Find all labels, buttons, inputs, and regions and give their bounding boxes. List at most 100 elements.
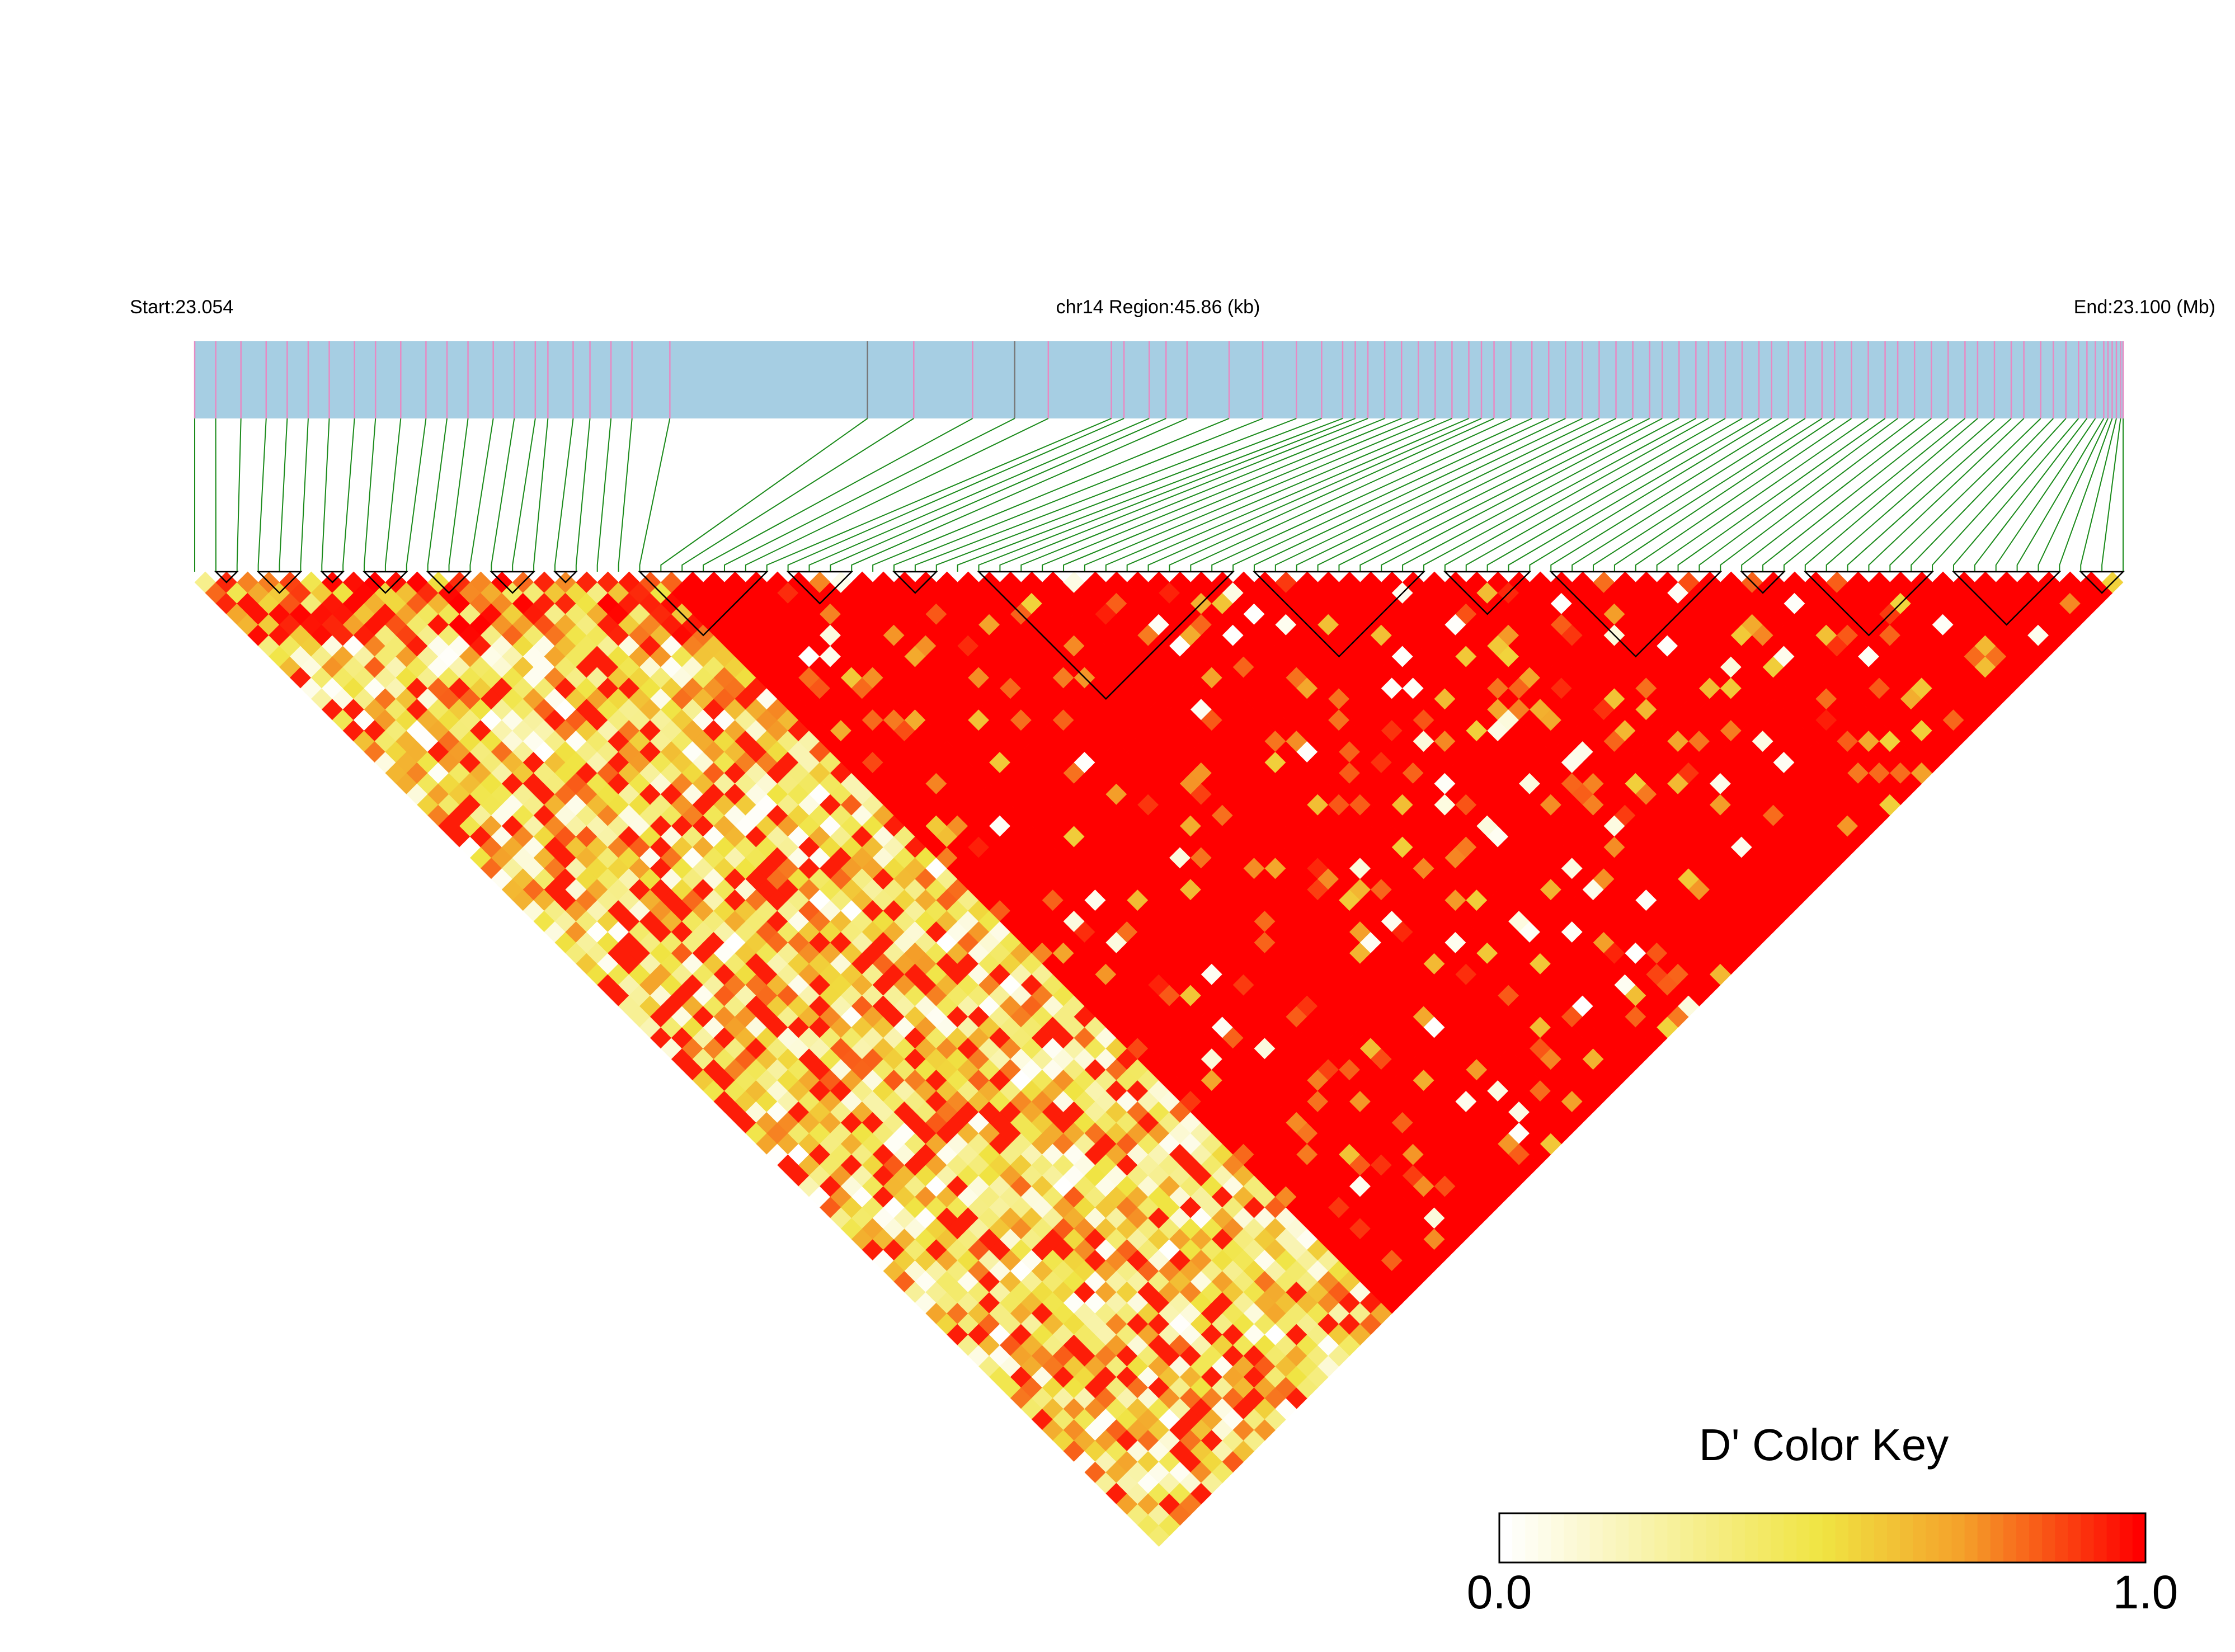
- connector-line: [1423, 418, 1696, 572]
- connector-line: [342, 418, 355, 572]
- connector-line: [1232, 418, 1549, 572]
- color-key-step: [1964, 1513, 1978, 1562]
- connector-line: [1720, 418, 1915, 572]
- color-key-step: [1758, 1513, 1771, 1562]
- color-key-step: [2055, 1513, 2069, 1562]
- connector-line: [448, 418, 469, 572]
- connector-line: [1042, 418, 1402, 572]
- connector-line: [2016, 418, 2105, 572]
- connector-line: [236, 418, 242, 572]
- color-key-title: D' Color Key: [1699, 1420, 1949, 1470]
- connector-line: [1190, 418, 1512, 572]
- color-key-step: [1913, 1513, 1927, 1562]
- color-key-step: [2016, 1513, 2030, 1562]
- connector-line: [1338, 418, 1634, 572]
- color-key-step: [1900, 1513, 1913, 1562]
- connector-line: [1063, 418, 1419, 572]
- connector-line: [639, 418, 671, 572]
- region-label: chr14 Region:45.86 (kb): [1056, 296, 1260, 318]
- color-key-step: [1784, 1513, 1798, 1562]
- color-key-step: [1564, 1513, 1578, 1562]
- color-key-step: [1744, 1513, 1758, 1562]
- snp-connector-lines: [194, 418, 2124, 572]
- connector-line: [787, 418, 1124, 572]
- connector-line: [2101, 418, 2121, 572]
- connector-line: [1126, 418, 1469, 572]
- connector-line: [1274, 418, 1583, 572]
- color-key-step: [1641, 1513, 1655, 1562]
- end-label: End:23.100 (Mb): [2074, 296, 2215, 318]
- color-key-step: [1835, 1513, 1849, 1562]
- connector-line: [703, 418, 973, 572]
- connector-line: [766, 418, 1112, 572]
- connector-line: [321, 418, 330, 572]
- connector-line: [1359, 418, 1650, 572]
- connector-line: [406, 418, 427, 572]
- color-key-step: [2106, 1513, 2120, 1562]
- connector-line: [2059, 418, 2113, 572]
- connector-line: [1253, 418, 1566, 572]
- connector-line: [935, 418, 1322, 572]
- connector-line: [872, 418, 1230, 572]
- connector-line: [2080, 418, 2117, 572]
- connector-line: [1741, 418, 1932, 572]
- color-key-gradient-bar: [1498, 1512, 2147, 1564]
- connector-line: [596, 418, 612, 572]
- connector-line: [491, 418, 515, 572]
- connector-line: [554, 418, 574, 572]
- connector-line: [1868, 418, 2025, 572]
- color-key-step: [1693, 1513, 1707, 1562]
- connector-line: [1613, 418, 1835, 572]
- color-key-step: [1861, 1513, 1875, 1562]
- connector-line: [512, 418, 536, 572]
- color-key-min-label: 0.0: [1467, 1566, 1532, 1618]
- connector-line: [893, 418, 1263, 572]
- connector-line: [2038, 418, 2109, 572]
- connector-line: [1381, 418, 1663, 572]
- start-label: Start:23.054: [130, 296, 233, 318]
- connector-line: [1465, 418, 1726, 572]
- color-key-step: [1499, 1513, 1513, 1562]
- color-key-step: [1926, 1513, 1940, 1562]
- connector-line: [1847, 418, 2012, 572]
- color-key-step: [1848, 1513, 1862, 1562]
- connector-line: [1593, 418, 1823, 572]
- connector-line: [808, 418, 1150, 572]
- connector-line: [1402, 418, 1679, 572]
- color-key-step: [1706, 1513, 1720, 1562]
- connector-line: [1635, 418, 1852, 572]
- connector-line: [1508, 418, 1759, 572]
- color-key-step: [1589, 1513, 1603, 1562]
- connector-line: [1084, 418, 1436, 572]
- track-band: [195, 341, 2123, 418]
- connector-line: [1296, 418, 1599, 572]
- connector-line: [745, 418, 1049, 572]
- color-key-step: [1874, 1513, 1888, 1562]
- color-key-step: [1771, 1513, 1784, 1562]
- connector-line: [279, 418, 288, 572]
- connector-line: [1656, 418, 1869, 572]
- connector-line: [533, 418, 549, 572]
- connector-line: [1486, 418, 1743, 572]
- connector-line: [1317, 418, 1616, 572]
- color-key-step: [1822, 1513, 1836, 1562]
- color-key-step: [2042, 1513, 2056, 1562]
- connector-line: [575, 418, 591, 572]
- connector-line: [1825, 418, 1995, 572]
- color-key-step: [2081, 1513, 2095, 1562]
- connector-line: [1889, 418, 2041, 572]
- color-key-step: [1719, 1513, 1733, 1562]
- connector-line: [723, 418, 1015, 572]
- connector-line: [1211, 418, 1532, 572]
- color-key-step: [1602, 1513, 1616, 1562]
- color-key-step: [2003, 1513, 2017, 1562]
- connector-line: [681, 418, 914, 572]
- color-key-step: [1938, 1513, 1952, 1562]
- connector-line: [300, 418, 309, 572]
- color-key-step: [2119, 1513, 2133, 1562]
- connector-line: [914, 418, 1297, 572]
- color-key-step: [1796, 1513, 1810, 1562]
- connector-line: [830, 418, 1166, 572]
- connector-line: [257, 418, 267, 572]
